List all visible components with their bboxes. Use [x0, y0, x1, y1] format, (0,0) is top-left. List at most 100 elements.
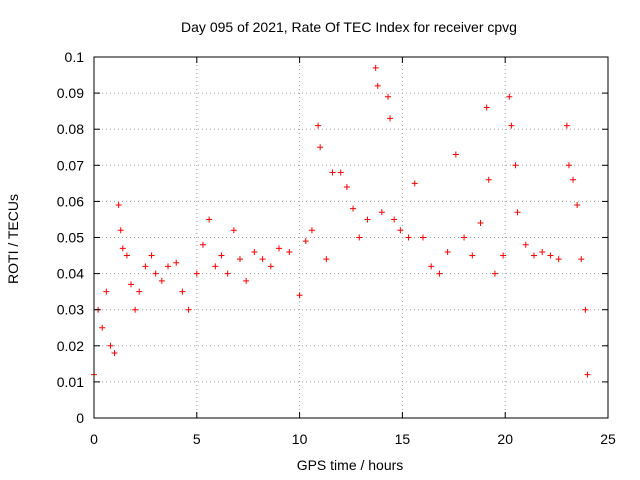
data-point — [461, 234, 468, 241]
data-point — [436, 270, 443, 277]
data-point — [317, 144, 324, 151]
data-point — [193, 270, 200, 277]
data-point — [136, 288, 143, 295]
data-point — [356, 234, 363, 241]
data-point — [243, 277, 250, 284]
data-point — [259, 256, 266, 263]
axis-ticks — [93, 56, 609, 419]
data-point — [224, 270, 231, 277]
data-point — [584, 371, 591, 378]
data-point — [364, 216, 371, 223]
data-point — [469, 252, 476, 259]
data-point — [323, 256, 330, 263]
data-point — [500, 252, 507, 259]
data-point — [212, 263, 219, 270]
data-point — [142, 263, 149, 270]
data-point — [372, 64, 379, 71]
data-point — [539, 248, 546, 255]
data-point — [315, 122, 322, 129]
data-point — [491, 270, 498, 277]
data-point — [165, 263, 172, 270]
data-point — [405, 234, 412, 241]
data-point — [230, 227, 237, 234]
data-point — [444, 248, 451, 255]
data-point — [385, 93, 392, 100]
data-point — [477, 220, 484, 227]
data-point — [512, 162, 519, 169]
y-tick-label: 0.05 — [57, 230, 84, 246]
y-tick-label: 0.02 — [57, 338, 84, 354]
data-point — [574, 202, 581, 209]
x-axis-label: GPS time / hours — [297, 457, 404, 473]
data-point — [483, 104, 490, 111]
grid-lines — [94, 57, 608, 418]
y-tick-label: 0.09 — [57, 85, 84, 101]
y-tick-label: 0.01 — [57, 374, 84, 390]
chart-title: Day 095 of 2021, Rate Of TEC Index for r… — [181, 19, 517, 35]
data-point — [99, 324, 106, 331]
data-point — [329, 169, 336, 176]
data-point — [508, 122, 515, 129]
data-point — [337, 169, 344, 176]
y-tick-label: 0.07 — [57, 157, 84, 173]
data-point — [547, 252, 554, 259]
data-point — [565, 162, 572, 169]
data-point — [397, 227, 404, 234]
x-tick-label: 25 — [600, 431, 616, 447]
data-point — [111, 350, 118, 357]
data-point — [132, 306, 139, 313]
data-point — [103, 288, 110, 295]
data-point — [148, 252, 155, 259]
x-tick-label: 5 — [193, 431, 201, 447]
data-point — [119, 245, 126, 252]
data-point — [387, 115, 394, 122]
data-point — [185, 306, 192, 313]
data-point — [555, 256, 562, 263]
data-point — [218, 252, 225, 259]
x-tick-label: 10 — [292, 431, 308, 447]
data-point — [582, 306, 589, 313]
data-point — [173, 259, 180, 266]
data-point — [308, 227, 315, 234]
y-tick-label: 0.04 — [57, 266, 84, 282]
data-point — [179, 288, 186, 295]
data-point — [115, 202, 122, 209]
data-point — [578, 256, 585, 263]
x-tick-label: 20 — [497, 431, 513, 447]
data-point — [530, 252, 537, 259]
data-point — [267, 263, 274, 270]
y-tick-label: 0.08 — [57, 121, 84, 137]
data-point — [485, 176, 492, 183]
y-tick-label: 0.06 — [57, 193, 84, 209]
data-point — [128, 281, 135, 288]
data-point — [286, 248, 293, 255]
data-point — [107, 342, 114, 349]
data-point — [158, 277, 165, 284]
data-point — [123, 252, 130, 259]
data-point — [428, 263, 435, 270]
data-point — [419, 234, 426, 241]
data-point — [563, 122, 570, 129]
data-point — [276, 245, 283, 252]
x-tick-labels: 0 5 10 15 20 25 — [90, 431, 616, 447]
x-tick-label: 0 — [90, 431, 98, 447]
data-point — [296, 292, 303, 299]
data-point — [117, 227, 124, 234]
x-tick-label: 15 — [395, 431, 411, 447]
y-tick-label: 0 — [76, 410, 84, 426]
data-point — [570, 176, 577, 183]
data-point — [152, 270, 159, 277]
data-point — [302, 238, 309, 245]
y-tick-labels: 0 0.01 0.02 0.03 0.04 0.05 0.06 0.07 0.08 0.09 0.1 — [57, 49, 84, 426]
data-point — [506, 93, 513, 100]
y-tick-label: 0.1 — [65, 49, 85, 65]
data-markers — [91, 64, 591, 378]
y-axis-label: ROTI / TECUs — [5, 194, 21, 284]
y-tick-label: 0.03 — [57, 302, 84, 318]
data-point — [199, 241, 206, 248]
data-point — [374, 82, 381, 89]
data-point — [236, 256, 243, 263]
data-point — [514, 209, 521, 216]
data-point — [378, 209, 385, 216]
